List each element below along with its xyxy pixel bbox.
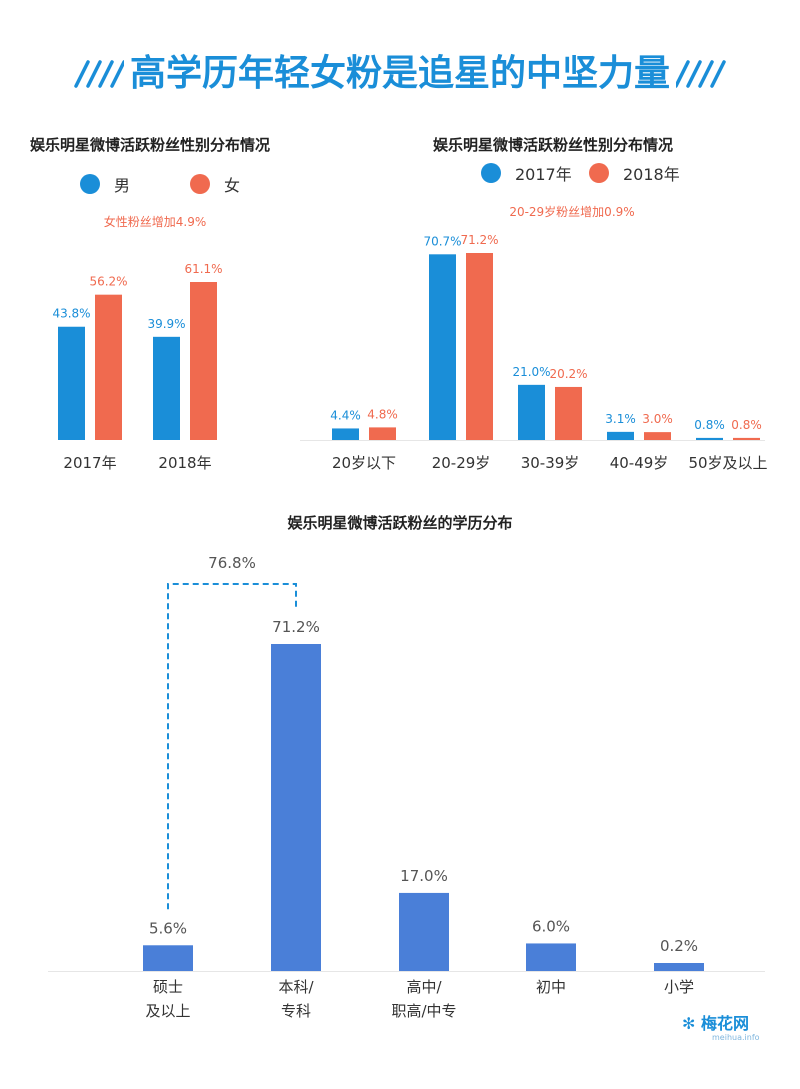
bar-education: [654, 963, 704, 971]
legend-label-2017: 2017年: [515, 165, 572, 184]
x-tick-label: 20-29岁: [432, 454, 491, 472]
x-tick-label: 硕士: [153, 978, 183, 996]
bar-education: [271, 644, 321, 971]
data-label: 4.8%: [367, 407, 398, 421]
bar-gender-女: [95, 294, 122, 440]
age-chart-title: 娱乐明星微博活跃粉丝性别分布情况: [433, 136, 674, 154]
bar-education: [143, 945, 193, 971]
bar-age-2018年: [555, 386, 582, 440]
data-label: 43.8%: [52, 307, 90, 321]
bar-gender-男: [153, 336, 180, 440]
data-label: 3.0%: [642, 412, 673, 426]
chart-annotation: 女性粉丝增加4.9%: [104, 214, 207, 229]
legend-item-male: 男: [80, 172, 130, 196]
x-tick-label: 本科/: [278, 978, 314, 996]
data-label: 21.0%: [512, 365, 550, 379]
logo-flower-icon: ✻: [682, 1014, 696, 1033]
page-title-text: 高学历年轻女粉是追星的中坚力量: [129, 53, 670, 94]
data-label: 5.6%: [149, 919, 187, 937]
data-label: 70.7%: [423, 234, 461, 248]
bar-education: [526, 943, 576, 971]
chart-annotation: 76.8%: [208, 554, 256, 572]
legend-label-male: 男: [114, 176, 131, 195]
x-tick-label: 20岁以下: [332, 454, 396, 472]
legend-dot-2017-icon: [481, 163, 501, 183]
legend-label-female: 女: [224, 176, 241, 195]
data-label: 0.8%: [731, 418, 762, 432]
data-label: 4.4%: [330, 408, 361, 422]
chart-annotation: 20-29岁粉丝增加0.9%: [509, 204, 634, 219]
logo-mark: ✻ 梅花网: [682, 1015, 762, 1033]
logo-name: 梅花网: [700, 1014, 749, 1033]
data-label: 56.2%: [89, 275, 127, 289]
x-tick-label: 小学: [664, 978, 694, 996]
bar-age-2018年: [369, 427, 396, 440]
data-label: 17.0%: [400, 867, 448, 885]
logo: ✻ 梅花网 meihua.info: [682, 1015, 762, 1043]
data-label: 0.2%: [660, 937, 698, 955]
bar-age-2018年: [644, 432, 671, 440]
bar-age-2018年: [466, 253, 493, 440]
x-tick-label: 40-49岁: [610, 454, 669, 472]
x-tick-label: 初中: [536, 978, 566, 996]
data-label: 71.2%: [272, 618, 320, 636]
x-tick-label: 2018年: [158, 454, 211, 472]
logo-url: meihua.info: [712, 1033, 760, 1042]
annotation-bracket: [167, 583, 297, 910]
data-label: 71.2%: [460, 233, 498, 247]
education-chart-title: 娱乐明星微博活跃粉丝的学历分布: [287, 514, 513, 532]
bar-education: [399, 892, 449, 971]
x-tick-label: 高中/: [406, 978, 442, 996]
legend-dot-male-icon: [80, 174, 100, 194]
bar-age-2017年: [429, 254, 456, 440]
bar-age-2017年: [518, 384, 545, 440]
legend-item-2018: 2018年: [589, 161, 680, 185]
bar-gender-女: [190, 282, 217, 440]
data-label: 6.0%: [532, 917, 570, 935]
data-label: 20.2%: [549, 367, 587, 381]
x-tick-label: 专科: [281, 1002, 311, 1020]
slash-decoration-left-icon: [74, 60, 124, 88]
bar-gender-男: [58, 326, 85, 440]
x-tick-label: 及以上: [145, 1002, 190, 1020]
bar-age-2017年: [696, 437, 723, 440]
data-label: 39.9%: [147, 317, 185, 331]
data-label: 3.1%: [605, 412, 636, 426]
x-tick-label: 30-39岁: [521, 454, 580, 472]
legend-item-female: 女: [190, 172, 240, 196]
slash-decoration-right-icon: [676, 60, 726, 88]
data-label: 61.1%: [184, 262, 222, 276]
x-tick-label: 职高/中专: [391, 1002, 456, 1020]
legend-label-2018: 2018年: [623, 165, 680, 184]
x-tick-label: 2017年: [63, 454, 116, 472]
x-tick-label: 50岁及以上: [688, 454, 767, 472]
legend-item-2017: 2017年: [481, 161, 572, 185]
gender-chart-title: 娱乐明星微博活跃粉丝性别分布情况: [30, 136, 271, 154]
legend-dot-2018-icon: [589, 163, 609, 183]
data-label: 0.8%: [694, 418, 725, 432]
bar-age-2017年: [607, 431, 634, 440]
bar-age-2018年: [733, 437, 760, 440]
page-title: 高学历年轻女粉是追星的中坚力量: [0, 48, 800, 99]
legend-dot-female-icon: [190, 174, 210, 194]
bar-age-2017年: [332, 428, 359, 440]
